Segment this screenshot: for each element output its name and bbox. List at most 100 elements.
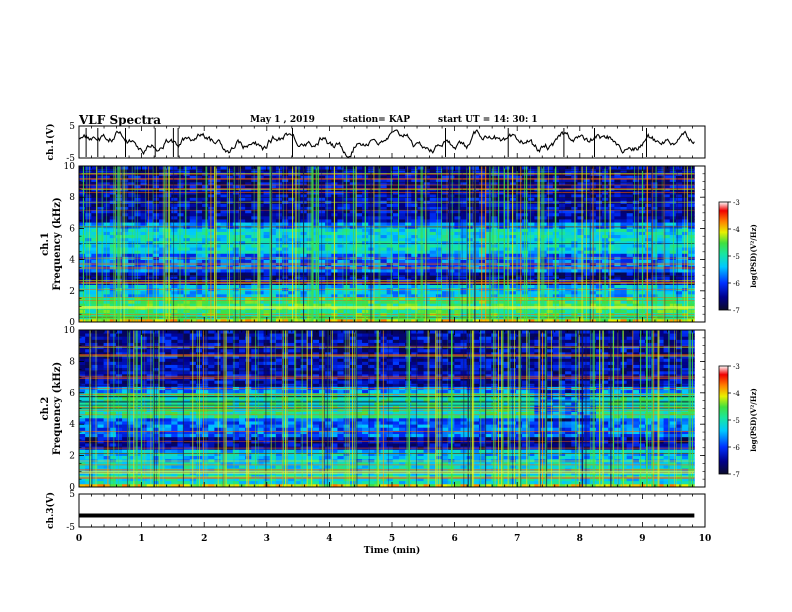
spectrogram-cell bbox=[325, 181, 332, 186]
spectrogram-cell bbox=[294, 215, 301, 220]
spectrogram-cell bbox=[386, 209, 394, 214]
spectrogram-cell bbox=[195, 209, 203, 214]
spectrogram-cell bbox=[651, 278, 658, 282]
spectrogram-cell bbox=[626, 219, 634, 223]
spectrogram-cell bbox=[109, 203, 117, 207]
spectrogram-cell bbox=[565, 215, 572, 220]
spectrogram-cell bbox=[146, 178, 154, 182]
spectrogram-cell bbox=[146, 175, 154, 179]
spectrogram-cell bbox=[675, 197, 683, 201]
spectrogram-cell bbox=[429, 250, 437, 254]
spectrogram-cell bbox=[189, 194, 197, 198]
spectrogram-cell bbox=[355, 290, 363, 295]
spectrogram-cell bbox=[565, 247, 572, 251]
spectrogram-cell bbox=[282, 290, 289, 295]
spectrogram-cell bbox=[263, 253, 271, 257]
spectrogram-cell bbox=[91, 259, 98, 264]
spectrogram-cell bbox=[657, 206, 664, 211]
spectrogram-cell bbox=[651, 297, 658, 301]
spectrogram-cell bbox=[682, 228, 689, 232]
spectrogram-cell bbox=[238, 175, 246, 179]
spectrogram-cell bbox=[558, 222, 566, 226]
spectrogram-cell bbox=[122, 284, 129, 289]
spectrogram-cell bbox=[146, 272, 154, 276]
spectrogram-cell bbox=[122, 275, 129, 279]
spectrogram-cell bbox=[208, 219, 215, 223]
spectrogram-cell bbox=[226, 244, 234, 248]
spectrogram-cell bbox=[232, 203, 240, 207]
spectrogram-cell bbox=[497, 284, 504, 289]
spectrogram-cell bbox=[195, 231, 203, 236]
spectrogram-cell bbox=[460, 197, 468, 201]
spectrogram-cell bbox=[546, 290, 554, 295]
spectrogram-cell bbox=[632, 175, 640, 179]
spectrogram-cell bbox=[448, 290, 455, 295]
spectrogram-cell bbox=[214, 240, 221, 245]
spectrogram-cell bbox=[442, 166, 449, 170]
spectrogram-cell bbox=[386, 293, 394, 298]
spectrogram-cell bbox=[288, 272, 295, 276]
spectrogram-cell bbox=[651, 284, 658, 289]
spectrogram-cell bbox=[214, 222, 221, 226]
spectrogram-cell bbox=[632, 237, 640, 242]
spectrogram-cell bbox=[380, 222, 388, 226]
spectrogram-cell bbox=[146, 231, 154, 236]
spectrogram-cell bbox=[91, 250, 98, 254]
spectrogram-cell bbox=[337, 240, 344, 245]
spectrogram-cell bbox=[214, 309, 221, 314]
spectrogram-cell bbox=[232, 228, 240, 232]
spectrogram-cell bbox=[85, 293, 92, 298]
spectrogram-cell bbox=[238, 209, 246, 214]
spectrogram-cell bbox=[442, 175, 449, 179]
spectrogram-cell bbox=[626, 297, 634, 301]
spectrogram-cell bbox=[565, 240, 572, 245]
spectrogram-cell bbox=[657, 219, 664, 223]
spectrogram-cell bbox=[282, 184, 289, 189]
spectrogram-cell bbox=[159, 166, 166, 170]
spectrogram-cell bbox=[645, 303, 652, 307]
spectrogram-cell bbox=[214, 268, 221, 273]
spectrogram-cell bbox=[374, 318, 381, 323]
spectrogram-cell bbox=[497, 206, 504, 211]
spectrogram-cell bbox=[583, 275, 591, 279]
spectrogram-cell bbox=[79, 253, 86, 257]
spectrogram-cell bbox=[503, 231, 511, 236]
spectrogram-cell bbox=[109, 244, 117, 248]
spectrogram-cell bbox=[398, 259, 406, 264]
spectrogram-cell bbox=[632, 172, 640, 176]
spectrogram-cell bbox=[386, 297, 394, 301]
spectrogram-cell bbox=[472, 250, 480, 254]
spectrogram-cell bbox=[288, 253, 295, 257]
spectrogram-cell bbox=[448, 222, 455, 226]
spectrogram-cell bbox=[282, 169, 289, 173]
spectrogram-cell bbox=[558, 219, 566, 223]
spectrogram-cell bbox=[472, 231, 480, 236]
spectrogram-cell bbox=[454, 318, 461, 323]
spectrogram-cell bbox=[195, 234, 203, 239]
spectrogram-cell bbox=[122, 237, 129, 242]
spectrogram-cell bbox=[614, 237, 621, 242]
spectrogram-cell bbox=[226, 219, 234, 223]
spectrogram-cell bbox=[608, 284, 615, 289]
spectrogram-cell bbox=[269, 172, 277, 176]
spectrogram-cell bbox=[220, 209, 228, 214]
spectrogram-cell bbox=[282, 206, 289, 211]
spectrogram-cell bbox=[189, 231, 197, 236]
spectrogram-cell bbox=[454, 166, 461, 170]
spectrogram-cell bbox=[337, 300, 344, 304]
spectrogram-cell bbox=[263, 194, 271, 198]
spectrogram-cell bbox=[595, 303, 603, 307]
spectrogram-cell bbox=[109, 197, 117, 201]
spectrogram-cell bbox=[177, 250, 185, 254]
spectrogram-cell bbox=[337, 169, 344, 173]
spectrogram-cell bbox=[405, 278, 412, 282]
spectrogram-cell bbox=[220, 272, 228, 276]
spectrogram-cell bbox=[208, 222, 215, 226]
spectrogram-cell bbox=[214, 175, 221, 179]
spectrogram-cell bbox=[251, 272, 258, 276]
spectrogram-cell bbox=[269, 290, 277, 295]
spectrogram-cell bbox=[97, 228, 105, 232]
spectrogram-cell bbox=[651, 293, 658, 298]
spectrogram-cell bbox=[411, 209, 418, 214]
spectrogram-cell bbox=[128, 184, 135, 189]
